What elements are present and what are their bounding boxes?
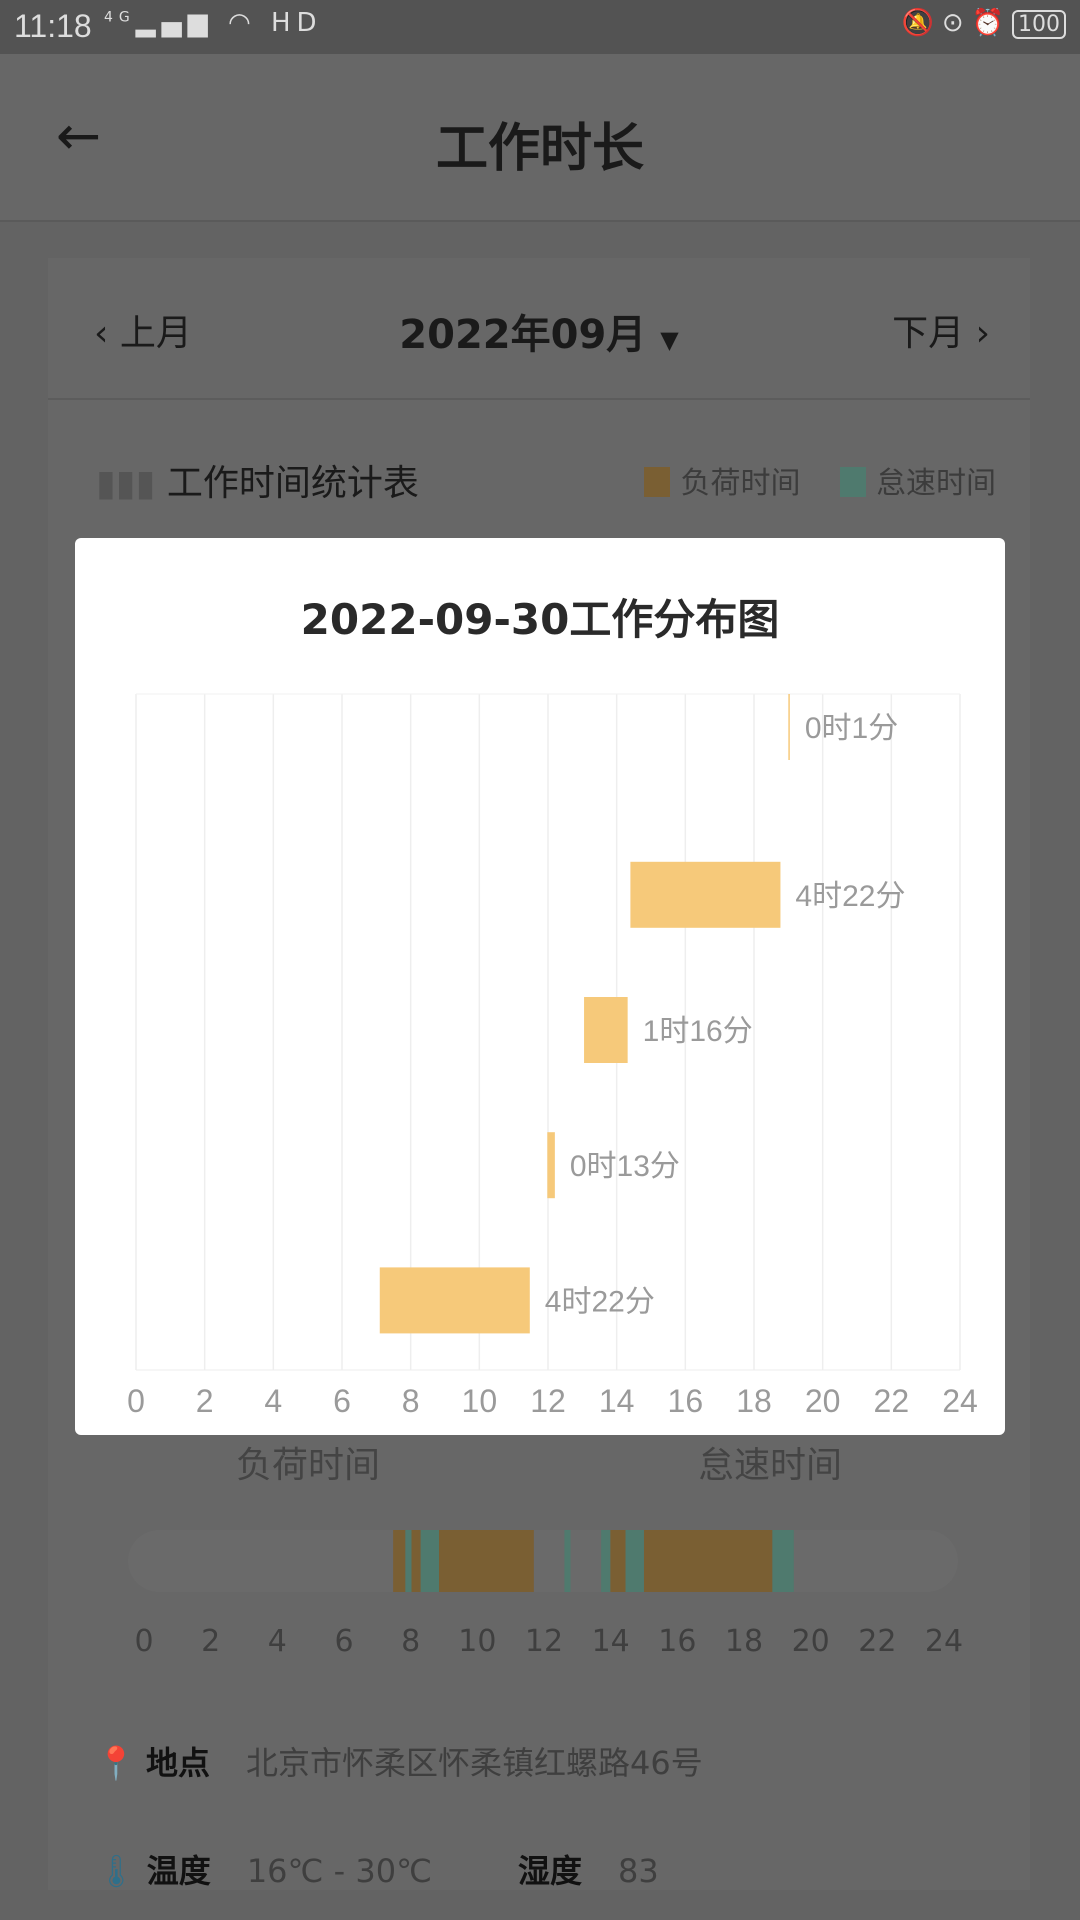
humidity-label: 湿度 xyxy=(518,1852,583,1890)
location-value: 北京市怀柔区怀柔镇红螺路46号 xyxy=(246,1744,703,1782)
timeline-tick: 4 xyxy=(267,1624,287,1659)
bar-duration-label: 4时22分 xyxy=(795,880,905,913)
timeline-tick: 6 xyxy=(334,1624,354,1659)
x-tick-label: 24 xyxy=(942,1383,978,1419)
bar-chart-icon: ▮▮▮ xyxy=(96,463,167,504)
idle-strip xyxy=(405,1530,412,1592)
bar-duration-label: 0时13分 xyxy=(570,1150,680,1183)
timeline-tick: 14 xyxy=(591,1624,630,1659)
humidity-value: 83 xyxy=(618,1852,659,1890)
idle-strip xyxy=(564,1530,571,1592)
month-navigator: ‹ 上月 2022年09月 ▼ 下月 › xyxy=(48,258,1030,400)
legend-idle: 怠速时间 xyxy=(876,466,996,501)
work-bar xyxy=(379,1267,530,1334)
prev-month-button[interactable]: ‹ 上月 xyxy=(94,304,192,356)
bar-duration-label: 0时1分 xyxy=(805,712,898,745)
work-bar xyxy=(547,1132,555,1199)
x-tick-label: 12 xyxy=(530,1383,566,1419)
timeline-tick: 2 xyxy=(201,1624,221,1659)
work-bar xyxy=(584,997,628,1063)
rotation-lock-icon: ⊙ xyxy=(941,8,972,38)
app-header: ← 工作时长 xyxy=(0,54,1080,222)
idle-strip xyxy=(625,1530,644,1592)
x-tick-label: 8 xyxy=(402,1383,420,1419)
vibrate-icon: 🔕 xyxy=(901,8,942,38)
legend-swatch-idle xyxy=(840,467,866,497)
idle-strip xyxy=(601,1530,611,1592)
timeline-bar[interactable] xyxy=(128,1530,958,1592)
timeline-tick: 0 xyxy=(134,1624,154,1659)
timeline-tick: 10 xyxy=(458,1624,497,1659)
load-strip xyxy=(610,1530,626,1592)
load-strip xyxy=(411,1530,421,1592)
temperature-label: 温度 xyxy=(146,1852,211,1890)
location-row: 📍 地点 北京市怀柔区怀柔镇红螺路46号 xyxy=(96,1738,703,1784)
legend: 负荷时间 怠速时间 xyxy=(614,458,996,502)
weather-row: 🌡 温度 16℃ - 30℃ 湿度 83 xyxy=(96,1846,659,1892)
timeline-tick: 18 xyxy=(724,1624,764,1659)
bar-duration-label: 4时22分 xyxy=(545,1285,655,1318)
timeline-tick: 16 xyxy=(658,1624,697,1659)
x-tick-label: 20 xyxy=(805,1383,841,1419)
timeline-load-label: 负荷时间 xyxy=(236,1445,381,1486)
timeline-tick: 8 xyxy=(401,1624,421,1659)
system-icons: 🔕⊙⏰ 100 xyxy=(901,8,1066,39)
timeline-tick: 24 xyxy=(924,1624,964,1659)
x-tick-label: 2 xyxy=(196,1383,214,1419)
work-distribution-dialog: 2022-09-30工作分布图 0 2 4 6 8 10 12 14 16 18 20 22 24 0时1… xyxy=(75,538,1005,1435)
battery-indicator: 100 xyxy=(1012,10,1066,39)
x-tick-label: 10 xyxy=(462,1383,498,1419)
legend-load: 负荷时间 xyxy=(680,466,801,501)
stats-title: ▮▮▮ 工作时间统计表 xyxy=(96,454,419,506)
x-tick-label: 4 xyxy=(264,1383,282,1419)
work-bar xyxy=(788,694,790,760)
x-tick-label: 6 xyxy=(333,1383,351,1419)
x-tick-label: 0 xyxy=(127,1383,145,1419)
next-month-label: 下月 xyxy=(892,313,965,354)
next-month-button[interactable]: 下月 › xyxy=(892,304,990,356)
chevron-left-icon: ‹ xyxy=(94,313,120,354)
x-tick-label: 14 xyxy=(599,1383,635,1419)
current-month: 2022年09月 xyxy=(399,312,647,358)
x-tick-label: 16 xyxy=(668,1383,704,1419)
stats-title-text: 工作时间统计表 xyxy=(166,463,419,504)
timeline-idle-label: 怠速时间 xyxy=(698,1445,843,1486)
network-type: 4G xyxy=(104,9,136,26)
idle-strip xyxy=(420,1530,440,1592)
temperature-value: 16℃ - 30℃ xyxy=(246,1852,433,1890)
caret-down-icon: ▼ xyxy=(660,326,679,354)
work-bar xyxy=(630,861,781,928)
month-picker[interactable]: 2022年09月 ▼ xyxy=(48,302,1030,360)
location-label: 地点 xyxy=(146,1744,211,1782)
signal-icon: 4G▂▄▆ ◠ HD xyxy=(104,8,323,38)
idle-strip xyxy=(772,1530,794,1592)
timeline-tick: 22 xyxy=(858,1624,897,1659)
bar-duration-label: 1时16分 xyxy=(643,1015,753,1048)
page-title: 工作时长 xyxy=(435,119,644,179)
thermometer-icon: 🌡 xyxy=(96,1852,137,1890)
legend-swatch-load xyxy=(644,467,671,497)
arrow-left-icon[interactable]: ← xyxy=(56,104,102,167)
x-tick-label: 18 xyxy=(736,1383,772,1419)
location-pin-icon: 📍 xyxy=(96,1744,136,1782)
load-strip xyxy=(643,1530,773,1592)
timeline-tick: 20 xyxy=(791,1624,830,1659)
work-distribution-chart: 0 2 4 6 8 10 12 14 16 18 20 22 240时1分4时22分1时16分0时13分… xyxy=(127,693,978,1419)
x-tick-label: 22 xyxy=(874,1383,910,1419)
prev-month-label: 上月 xyxy=(119,313,192,354)
dialog-title: 2022-09-30工作分布图 xyxy=(300,595,780,644)
clock: 11:18 xyxy=(14,8,92,44)
timeline-tick: 12 xyxy=(524,1624,564,1659)
status-bar: 11:18 4G▂▄▆ ◠ HD 🔕⊙⏰ 100 xyxy=(0,0,1080,54)
chevron-right-icon: › xyxy=(964,313,990,354)
load-strip xyxy=(439,1530,534,1592)
load-strip xyxy=(393,1530,406,1592)
alarm-icon: ⏰ xyxy=(971,8,1012,38)
